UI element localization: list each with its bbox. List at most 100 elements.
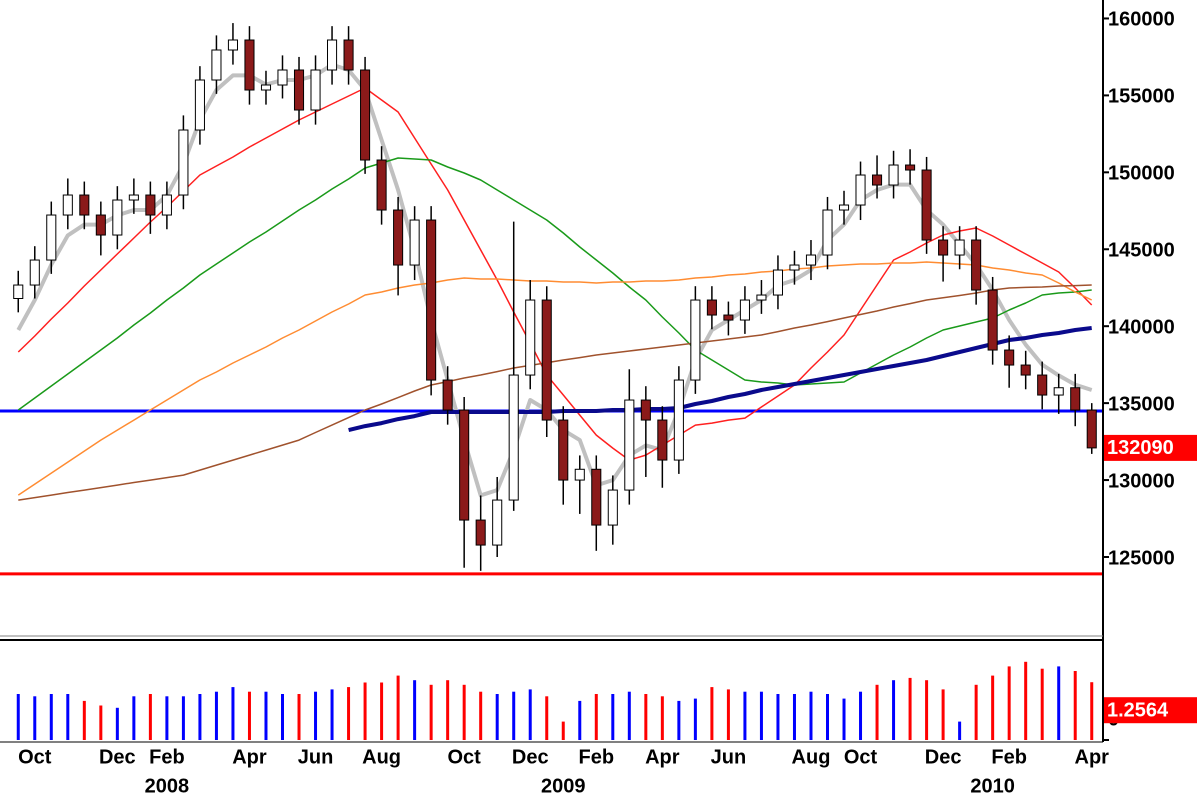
x-tick-label: Dec bbox=[512, 746, 549, 768]
candle-body bbox=[442, 379, 453, 411]
volume-bar bbox=[330, 689, 334, 740]
volume-bar bbox=[958, 721, 962, 740]
volume-bar bbox=[181, 696, 185, 740]
axis-labels: 125000 130000 135000 140000 145000 150000 1550… bbox=[18, 9, 1197, 797]
x-tick-label: Oct bbox=[18, 746, 52, 768]
moving-average-line bbox=[348, 326, 1092, 433]
volume-bar bbox=[347, 687, 351, 740]
candle-body bbox=[293, 69, 305, 111]
volume-bar bbox=[66, 694, 70, 740]
candle-body bbox=[838, 204, 850, 211]
volume-bar bbox=[528, 689, 532, 740]
candle-body bbox=[574, 468, 585, 481]
volume-bar bbox=[396, 675, 400, 740]
candle-body bbox=[987, 289, 998, 351]
candle-body bbox=[327, 39, 338, 71]
volume-bar bbox=[826, 694, 829, 740]
candle-body bbox=[178, 129, 189, 196]
volume-bar bbox=[1024, 661, 1028, 740]
volume-bar bbox=[611, 694, 615, 740]
candle-body bbox=[921, 169, 932, 241]
volume-bar bbox=[875, 684, 879, 740]
volume-bar bbox=[859, 691, 863, 740]
volume-bar bbox=[446, 680, 450, 740]
candle-body bbox=[756, 294, 767, 301]
last-volume-box bbox=[1104, 697, 1197, 724]
volume-bar bbox=[247, 691, 251, 740]
y-tick-label: 155000 bbox=[1108, 86, 1175, 108]
volume-bar bbox=[148, 694, 152, 740]
candle-body bbox=[872, 174, 883, 186]
volume-bar bbox=[429, 684, 433, 740]
x-tick-label: Oct bbox=[844, 746, 878, 768]
last-volume-label: 1.2564 bbox=[1107, 699, 1169, 721]
volume-bar bbox=[991, 675, 995, 740]
candle-body bbox=[591, 468, 602, 526]
candle-body bbox=[459, 409, 470, 521]
candle-body bbox=[393, 209, 404, 266]
volume-bar bbox=[792, 694, 796, 740]
candle-body bbox=[607, 489, 618, 526]
candle-body bbox=[971, 239, 982, 291]
candle-body bbox=[1020, 364, 1031, 376]
y-tick-label: 145000 bbox=[1108, 240, 1175, 262]
moving-average-line bbox=[17, 157, 1092, 411]
candle-body bbox=[1004, 349, 1015, 366]
volume-bar bbox=[759, 691, 763, 740]
volume-bar bbox=[264, 691, 268, 740]
y-tick-label: 125000 bbox=[1108, 547, 1175, 569]
volume-bar bbox=[165, 696, 169, 740]
candle-body bbox=[13, 284, 24, 299]
volume-bar bbox=[809, 691, 813, 740]
candle-body bbox=[79, 194, 90, 216]
candle-body bbox=[673, 379, 684, 461]
volume-bars bbox=[16, 661, 1094, 740]
candle-body bbox=[822, 209, 833, 256]
candle-body bbox=[1070, 387, 1081, 411]
x-tick-label: Apr bbox=[232, 746, 267, 768]
x-tick-label: Jun bbox=[298, 746, 334, 768]
volume-bar bbox=[644, 694, 648, 740]
candle-body bbox=[706, 299, 717, 316]
volume-bar bbox=[908, 677, 912, 740]
candle-body bbox=[805, 254, 817, 266]
volume-bar bbox=[49, 694, 53, 740]
candle-body bbox=[657, 419, 668, 461]
y-tick-label: 130000 bbox=[1108, 470, 1175, 492]
candle-body bbox=[376, 159, 387, 211]
volume-bar bbox=[925, 680, 929, 740]
volume-bar bbox=[462, 684, 466, 740]
volume-bar bbox=[677, 700, 681, 740]
volume-bar bbox=[16, 694, 20, 740]
x-year-label: 2008 bbox=[145, 775, 190, 797]
x-tick-label: Dec bbox=[99, 746, 136, 768]
y-tick-label: 150000 bbox=[1108, 163, 1175, 185]
volume-bar bbox=[132, 696, 136, 740]
x-tick-label: Aug bbox=[792, 746, 831, 768]
volume-bar bbox=[82, 700, 86, 740]
candle-body bbox=[938, 239, 949, 256]
x-tick-label: Feb bbox=[579, 746, 615, 768]
x-tick-label: Feb bbox=[991, 746, 1027, 768]
volume-bar bbox=[545, 696, 549, 740]
x-year-label: 2010 bbox=[970, 775, 1015, 797]
candle-body bbox=[739, 299, 750, 321]
volume-bar bbox=[479, 691, 483, 740]
candle-body bbox=[772, 269, 783, 296]
candle-body bbox=[343, 39, 354, 71]
candle-body bbox=[508, 374, 519, 501]
x-tick-label: Dec bbox=[925, 746, 962, 768]
volume-bar bbox=[314, 691, 318, 740]
candles bbox=[13, 23, 1097, 571]
candle-body bbox=[1086, 409, 1097, 449]
y-tick-label: 135000 bbox=[1108, 393, 1175, 415]
candle-body bbox=[558, 419, 569, 481]
candle-body bbox=[360, 69, 371, 161]
volume-bar bbox=[1040, 668, 1044, 740]
candle-body bbox=[409, 219, 420, 266]
y-tick-label: 140000 bbox=[1108, 316, 1175, 338]
volume-bar bbox=[743, 691, 747, 740]
candle-body bbox=[277, 69, 288, 86]
